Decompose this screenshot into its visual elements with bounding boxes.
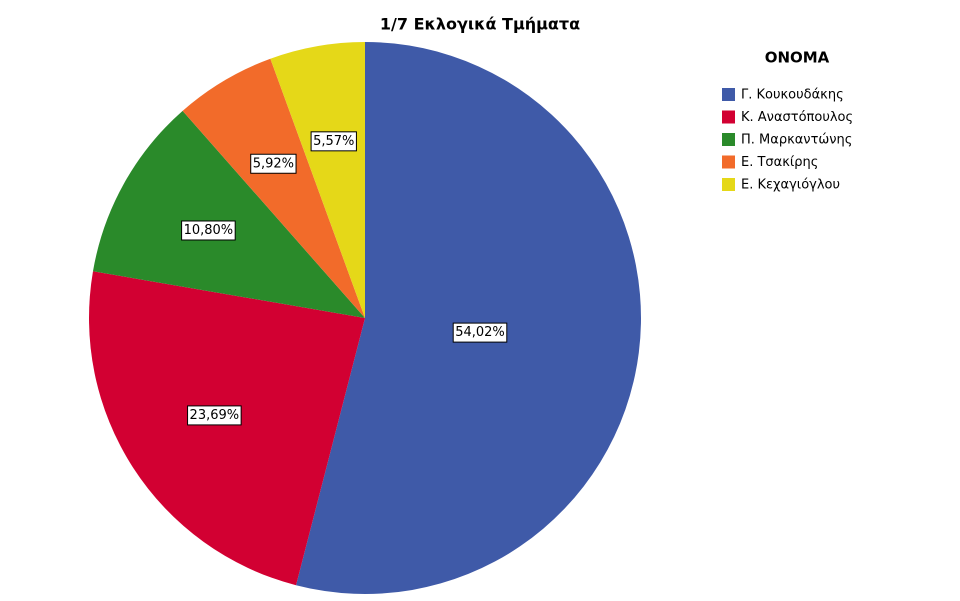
data-label: 23,69% [190, 408, 240, 423]
legend-title: ΟΝΟΜΑ [765, 49, 830, 67]
legend-swatch [722, 155, 735, 169]
data-label: 54,02% [455, 325, 505, 340]
legend-swatch [722, 133, 735, 146]
data-label: 5,57% [313, 134, 354, 149]
chart-title: 1/7 Εκλογικά Τμήματα [380, 15, 580, 34]
label-box [310, 131, 357, 152]
legend-label: Π. Μαρκαντώνης [741, 133, 852, 148]
pie-slice [296, 42, 641, 594]
legend-swatch [722, 178, 735, 191]
label-box [452, 322, 508, 343]
legend-label: Ε. Τσακίρης [741, 155, 818, 170]
label-box [181, 220, 236, 241]
legend-label: Κ. Αναστόπουλος [741, 110, 853, 125]
pie-slice [89, 271, 366, 586]
legend-swatch [722, 110, 735, 124]
legend-label: Ε. Κεχαγιόγλου [741, 178, 840, 193]
label-box [187, 405, 242, 426]
data-label: 5,92% [253, 156, 294, 171]
pie-slice [270, 42, 365, 318]
legend-swatch [722, 88, 735, 101]
pie-slice [182, 58, 365, 318]
data-label: 10,80% [184, 223, 234, 238]
legend-label: Γ. Κουκουδάκης [741, 88, 844, 103]
pie-slice [92, 110, 365, 318]
label-box [250, 153, 297, 174]
